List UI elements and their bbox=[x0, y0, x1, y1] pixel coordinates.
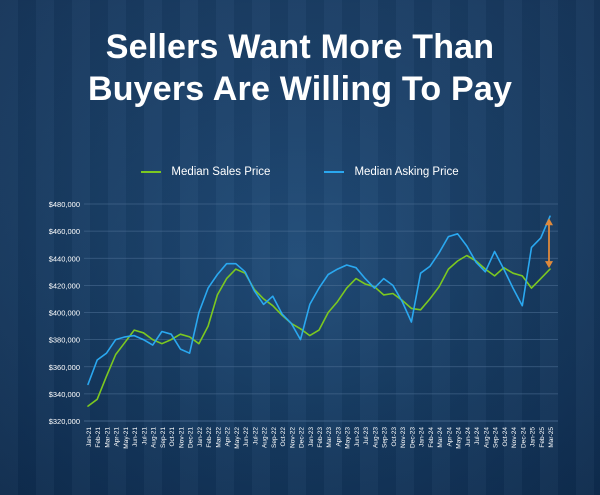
x-tick-label: Jun-23 bbox=[354, 427, 361, 447]
x-tick-label: May-23 bbox=[345, 427, 352, 449]
x-tick-label: May-22 bbox=[234, 427, 241, 449]
title-line-1: Sellers Want More Than bbox=[105, 28, 495, 66]
x-tick-label: Jul-22 bbox=[252, 427, 259, 445]
legend-swatch-asking bbox=[324, 171, 345, 173]
gap-arrow-head-bottom bbox=[545, 261, 553, 269]
title-line-2: Buyers Are Willing To Pay bbox=[87, 70, 513, 108]
page-title: Sellers Want More Than Buyers Are Willin… bbox=[0, 26, 600, 110]
x-tick-label: Aug-23 bbox=[372, 427, 379, 448]
x-tick-label: Dec-23 bbox=[409, 427, 416, 448]
x-tick-label: Feb-24 bbox=[428, 427, 435, 448]
x-tick-label: Feb-22 bbox=[206, 427, 213, 448]
x-tick-label: May-21 bbox=[123, 427, 130, 449]
y-tick-label: $360,000 bbox=[49, 363, 80, 372]
x-tick-label: May-24 bbox=[456, 427, 463, 449]
x-tick-label: Mar-22 bbox=[215, 427, 222, 448]
x-tick-label: Mar-25 bbox=[548, 427, 555, 448]
y-tick-label: $400,000 bbox=[49, 309, 80, 318]
x-tick-label: Sep-23 bbox=[382, 427, 389, 448]
y-tick-label: $440,000 bbox=[49, 254, 80, 263]
legend-swatch-sales bbox=[141, 171, 162, 173]
x-tick-label: Jul-24 bbox=[474, 427, 481, 445]
series-line-asking bbox=[87, 215, 551, 386]
x-tick-label: Oct-24 bbox=[502, 427, 509, 447]
x-tick-label: Jun-21 bbox=[132, 427, 139, 447]
x-tick-label: Apr-22 bbox=[225, 427, 232, 447]
chart-legend: Median Sales Price Median Asking Price bbox=[0, 166, 600, 178]
y-tick-label: $380,000 bbox=[49, 336, 80, 345]
x-tick-label: Aug-24 bbox=[483, 427, 490, 448]
x-tick-label: Mar-21 bbox=[104, 427, 111, 448]
x-tick-label: Jul-23 bbox=[363, 427, 370, 445]
y-tick-label: $420,000 bbox=[49, 281, 80, 290]
x-tick-label: Feb-21 bbox=[95, 427, 102, 448]
x-tick-label: Jan-25 bbox=[530, 427, 537, 447]
x-tick-label: Jul-21 bbox=[141, 427, 148, 445]
x-tick-label: Jun-22 bbox=[243, 427, 250, 447]
x-tick-label: Mar-24 bbox=[437, 427, 444, 448]
x-tick-label: Dec-24 bbox=[520, 427, 527, 448]
x-tick-label: Aug-21 bbox=[151, 427, 158, 448]
x-tick-label: Jan-24 bbox=[419, 427, 426, 447]
x-tick-label: Nov-21 bbox=[178, 427, 185, 448]
y-tick-label: $480,000 bbox=[49, 200, 80, 209]
x-tick-label: Feb-25 bbox=[539, 427, 546, 448]
x-tick-label: Sep-24 bbox=[493, 427, 500, 448]
x-tick-label: Aug-22 bbox=[262, 427, 269, 448]
x-tick-label: Oct-23 bbox=[391, 427, 398, 447]
x-tick-label: Dec-22 bbox=[299, 427, 306, 448]
x-tick-label: Mar-23 bbox=[326, 427, 333, 448]
gap-arrow-head-top bbox=[545, 218, 553, 226]
x-tick-label: Nov-22 bbox=[289, 427, 296, 448]
y-tick-label: $320,000 bbox=[49, 417, 80, 426]
x-tick-label: Jan-22 bbox=[197, 427, 204, 447]
x-tick-label: Jan-23 bbox=[308, 427, 315, 447]
x-tick-label: Jun-24 bbox=[465, 427, 472, 447]
x-tick-label: Nov-24 bbox=[511, 427, 518, 448]
legend-label-asking: Median Asking Price bbox=[354, 166, 459, 178]
legend-item-asking: Median Asking Price bbox=[324, 166, 459, 178]
x-tick-label: Nov-23 bbox=[400, 427, 407, 448]
y-tick-label: $460,000 bbox=[49, 227, 80, 236]
x-tick-label: Apr-21 bbox=[114, 427, 121, 447]
x-tick-label: Sep-22 bbox=[271, 427, 278, 448]
x-tick-label: Apr-24 bbox=[446, 427, 453, 447]
x-tick-label: Feb-23 bbox=[317, 427, 324, 448]
x-tick-label: Oct-22 bbox=[280, 427, 287, 447]
legend-label-sales: Median Sales Price bbox=[171, 166, 271, 178]
x-tick-label: Dec-21 bbox=[188, 427, 195, 448]
x-tick-label: Sep-21 bbox=[160, 427, 167, 448]
x-tick-label: Jan-21 bbox=[86, 427, 93, 447]
y-tick-label: $340,000 bbox=[49, 390, 80, 399]
legend-item-sales: Median Sales Price bbox=[141, 166, 270, 178]
x-tick-label: Apr-23 bbox=[335, 427, 342, 447]
x-tick-label: Oct-21 bbox=[169, 427, 176, 447]
series-line-sales bbox=[87, 254, 551, 407]
